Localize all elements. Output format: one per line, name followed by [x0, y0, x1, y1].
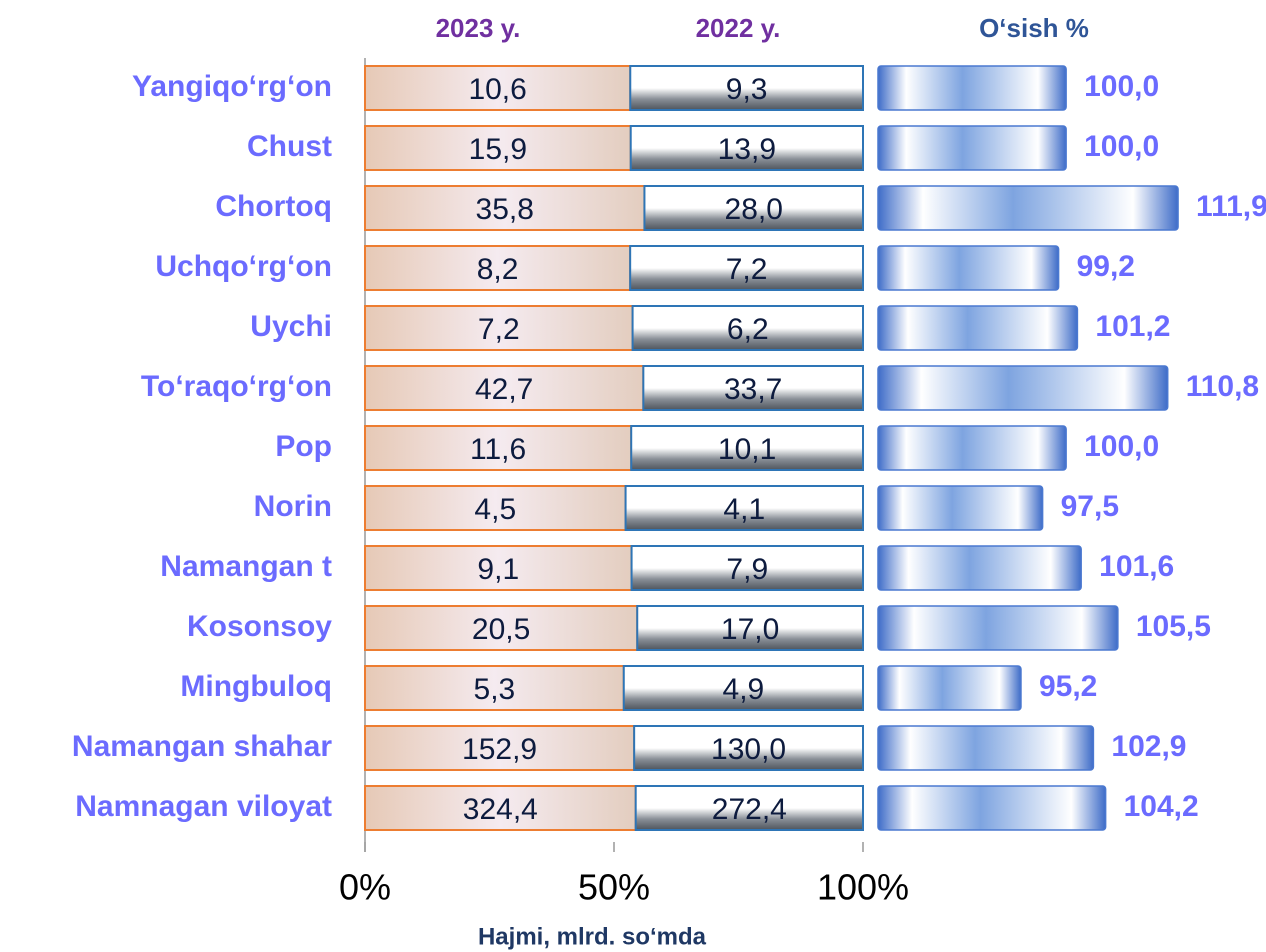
category-label: Mingbuloq	[180, 670, 332, 703]
bar-segment	[629, 125, 865, 171]
bar-segment	[364, 785, 637, 831]
value-label: 20,5	[472, 613, 530, 646]
value-label: 13,9	[718, 133, 776, 166]
category-label: Namangan t	[160, 550, 332, 583]
bar-segment	[622, 665, 864, 711]
value-label: 8,2	[477, 253, 519, 286]
category-label: Chust	[247, 130, 332, 163]
value-label: 4,1	[723, 493, 765, 526]
value-label: 4,9	[723, 673, 765, 706]
bar	[877, 785, 1107, 831]
bar-segment	[629, 245, 864, 291]
x-tick-label: 0%	[339, 867, 391, 908]
bar-segment	[364, 305, 634, 351]
value-label: 15,9	[469, 133, 527, 166]
bar-segment	[630, 545, 864, 591]
value-label: 101,2	[1095, 310, 1170, 343]
value-label: 9,3	[726, 73, 768, 106]
category-label: Chortoq	[215, 190, 332, 223]
value-label: 104,2	[1124, 790, 1199, 823]
value-label: 152,9	[462, 733, 537, 766]
value-label: 9,1	[477, 553, 519, 586]
bar	[877, 305, 1079, 351]
value-label: 102,9	[1111, 730, 1186, 763]
bar-segment	[634, 785, 865, 831]
category-label: Namangan shahar	[72, 730, 332, 763]
bar-segment	[364, 605, 639, 651]
value-label: 324,4	[463, 793, 538, 826]
value-label: 28,0	[725, 193, 783, 226]
bar-segment	[643, 185, 865, 231]
category-label: Norin	[254, 490, 332, 523]
bar	[877, 425, 1067, 471]
category-label: Kosonsoy	[187, 610, 332, 643]
value-label: 42,7	[475, 373, 533, 406]
bar	[877, 185, 1179, 231]
value-label: 100,0	[1084, 430, 1159, 463]
value-label: 272,4	[712, 793, 787, 826]
x-axis-label: Hajmi, mlrd. so‘mda	[478, 923, 707, 950]
bar-segment	[633, 725, 864, 771]
bar	[877, 725, 1095, 771]
bar-segment	[624, 485, 865, 531]
x-tick-label: 50%	[578, 867, 650, 908]
value-label: 100,0	[1084, 130, 1159, 163]
bar-segment	[364, 425, 633, 471]
bar	[877, 125, 1067, 171]
category-label: Uchqo‘rg‘on	[155, 250, 332, 283]
bar-segment	[364, 125, 632, 171]
bar-segment	[642, 365, 864, 411]
legend-label: 2023 y.	[436, 13, 521, 43]
bar-segment	[636, 605, 864, 651]
bar-segment	[364, 665, 625, 711]
bar	[877, 245, 1060, 291]
value-label: 17,0	[721, 613, 779, 646]
bar-segment	[364, 65, 632, 111]
category-label: Pop	[275, 430, 332, 463]
value-label: 99,2	[1077, 250, 1135, 283]
bar	[877, 605, 1119, 651]
legend-label: 2022 y.	[696, 13, 781, 43]
bar-segment	[364, 365, 645, 411]
x-tick-label: 100%	[817, 867, 909, 908]
bar-segment	[630, 425, 864, 471]
value-label: 33,7	[724, 373, 782, 406]
bar	[877, 665, 1022, 711]
value-label: 111,9	[1196, 190, 1266, 223]
chart-title: O‘sish %	[979, 13, 1089, 43]
bar	[877, 365, 1169, 411]
value-label: 4,5	[474, 493, 516, 526]
value-label: 130,0	[711, 733, 786, 766]
bar	[877, 65, 1067, 111]
value-label: 7,9	[726, 553, 768, 586]
value-label: 10,1	[718, 433, 776, 466]
value-label: 7,2	[478, 313, 520, 346]
value-label: 100,0	[1084, 70, 1159, 103]
value-label: 6,2	[727, 313, 769, 346]
bar	[877, 545, 1082, 591]
value-label: 11,6	[470, 433, 526, 466]
bar-segment	[629, 65, 865, 111]
value-label: 7,2	[726, 253, 768, 286]
value-label: 95,2	[1039, 670, 1097, 703]
category-label: Yangiqo‘rg‘on	[132, 70, 332, 103]
value-label: 105,5	[1136, 610, 1211, 643]
category-label: Uychi	[250, 310, 332, 343]
value-label: 35,8	[476, 193, 534, 226]
category-label: To‘raqo‘rg‘on	[141, 370, 332, 403]
value-label: 110,8	[1186, 370, 1259, 403]
category-label: Namnagan viloyat	[75, 790, 332, 823]
bar-segment	[631, 305, 864, 351]
value-label: 5,3	[474, 673, 516, 706]
value-label: 101,6	[1099, 550, 1174, 583]
bar	[877, 485, 1044, 531]
value-label: 10,6	[468, 73, 526, 106]
value-label: 97,5	[1061, 490, 1119, 523]
